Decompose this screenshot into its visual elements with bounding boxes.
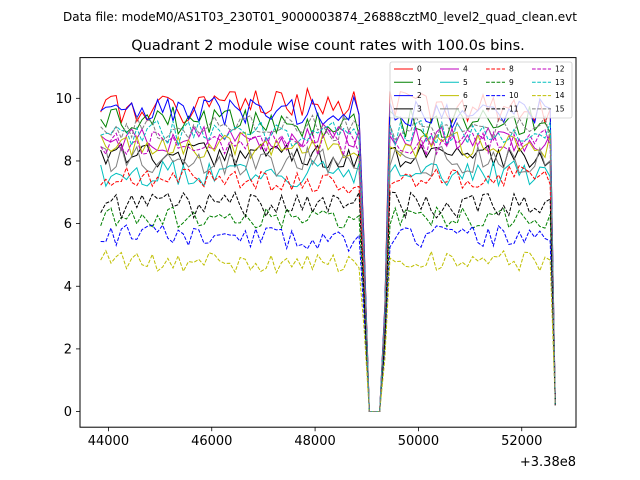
legend-label-15: 15 [555,104,565,113]
x-axis: 44000 46000 48000 50000 52000 [88,427,542,449]
y-tick-label: 2 [64,342,72,357]
legend-label-12: 12 [555,65,565,74]
series-line-3 [100,142,556,413]
series-line-8 [100,164,556,413]
chart-suptitle: Data file: modeM0/AS1T03_230T01_90000038… [63,10,577,24]
series-line-6 [100,131,556,413]
y-tick-label: 4 [64,280,72,295]
legend-label-11: 11 [509,104,519,113]
legend-label-8: 8 [509,65,514,74]
series-line-10 [100,224,556,413]
y-tick-label: 0 [64,405,72,420]
legend-label-14: 14 [555,91,565,100]
x-tick-label: 50000 [398,434,439,449]
legend-label-4: 4 [463,65,468,74]
plot-frame [79,57,577,428]
y-axis: 0 2 4 6 8 10 [55,92,80,420]
series-line-12 [100,128,556,413]
legend-label-1: 1 [417,78,422,87]
legend-label-13: 13 [555,78,565,87]
y-tick-label: 8 [64,154,72,169]
series-line-9 [100,206,556,413]
x-tick-label: 52000 [501,434,542,449]
series-line-14 [100,249,556,413]
legend-label-6: 6 [463,91,468,100]
legend-label-9: 9 [509,78,514,87]
x-offset-label: +3.38e8 [520,455,576,470]
legend-label-10: 10 [509,91,519,100]
series-line-13 [100,119,556,413]
legend-label-7: 7 [463,104,468,113]
x-tick-label: 44000 [88,434,129,449]
x-tick-label: 48000 [294,434,335,449]
series-line-7 [100,144,556,413]
chart-title: Quadrant 2 module wise count rates with … [131,38,525,54]
legend-label-5: 5 [463,78,468,87]
y-tick-label: 6 [64,217,72,232]
plot-lines [100,86,556,413]
series-line-11 [100,190,556,413]
legend-label-2: 2 [417,91,422,100]
x-tick-label: 46000 [191,434,232,449]
legend-label-3: 3 [417,104,422,113]
y-tick-label: 10 [55,92,72,107]
legend-box [389,61,573,119]
legend-label-0: 0 [417,65,422,74]
series-line-15 [100,113,556,413]
